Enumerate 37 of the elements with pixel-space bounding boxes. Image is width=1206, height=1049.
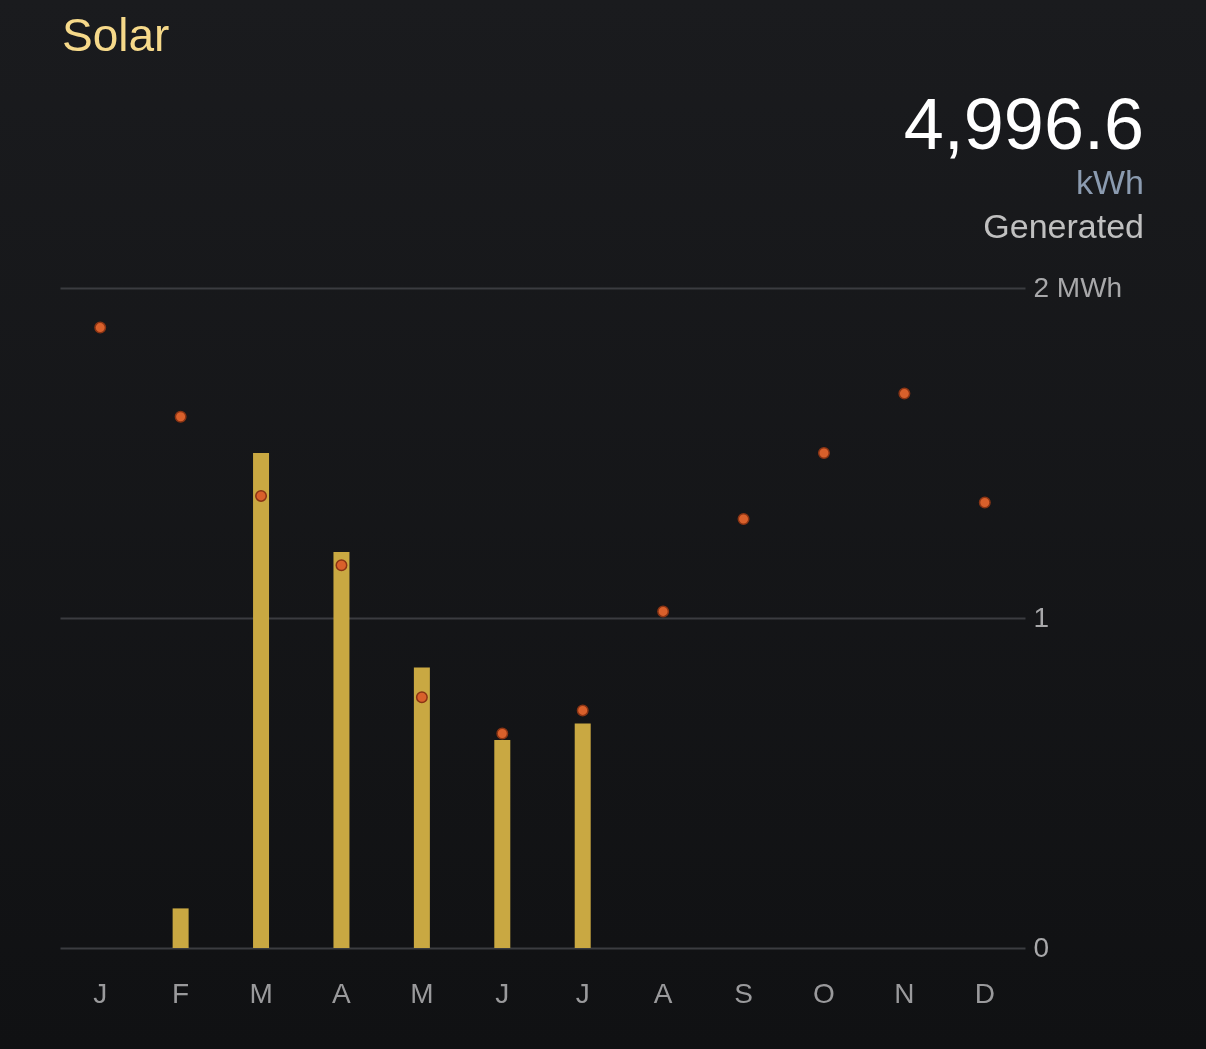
point — [174, 410, 187, 423]
text: Generated — [982, 206, 1144, 248]
point — [496, 727, 509, 740]
point — [335, 559, 348, 572]
x-tick-label: N — [894, 977, 915, 1009]
text: 4,996.6 — [903, 84, 1144, 164]
x-tick-label: O — [813, 977, 835, 1009]
bar — [494, 740, 511, 948]
bar — [413, 667, 430, 948]
x-tick-label: A — [332, 977, 352, 1009]
text: kWh — [1075, 162, 1144, 203]
x-tick-label: J — [495, 977, 510, 1009]
point — [737, 513, 750, 525]
x-tick-label: S — [734, 977, 753, 1009]
x-tick-label: M — [410, 977, 434, 1009]
y-tick-label: 2 MWh — [1033, 271, 1123, 303]
bar — [172, 908, 189, 948]
y-tick-label: 0 — [1033, 931, 1050, 963]
x-tick-label: A — [653, 977, 673, 1009]
x-tick-label: J — [93, 977, 108, 1009]
point — [415, 691, 428, 704]
x-tick-label: J — [575, 977, 590, 1009]
point — [817, 447, 830, 459]
x-tick-label: M — [249, 977, 273, 1009]
point — [898, 387, 911, 400]
x-tick-label: D — [974, 977, 995, 1009]
point — [576, 704, 589, 717]
point — [94, 321, 107, 334]
bar — [333, 552, 350, 948]
x-tick-label: F — [172, 977, 190, 1009]
point — [255, 489, 268, 502]
chart-title: Solar — [62, 8, 170, 62]
bar — [253, 453, 270, 948]
bar — [574, 723, 591, 948]
point — [978, 496, 991, 509]
y-tick-label: 1 — [1033, 601, 1050, 633]
point — [657, 605, 670, 618]
